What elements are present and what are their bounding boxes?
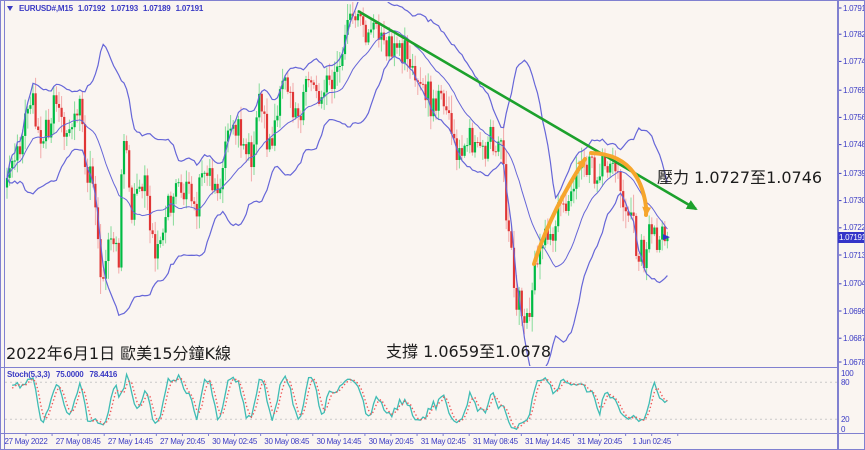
panel-separator[interactable] (1, 366, 837, 369)
current-price-marker-icon (663, 234, 670, 241)
quote-line: EURUSD#,M15 1.07192 1.07193 1.07189 1.07… (7, 4, 203, 13)
quote-high: 1.07193 (110, 4, 138, 13)
support-annotation[interactable]: 支撐 1.0659至1.0678 (386, 342, 552, 361)
quote-open: 1.07192 (77, 4, 106, 13)
candlestick-layer (5, 2, 669, 335)
date-annotation[interactable]: 2022年6月1日 歐美15分鐘K線 (6, 344, 232, 363)
symbol-period-label: EURUSD#,M15 (19, 4, 73, 13)
bollinger-bands (6, 2, 668, 366)
dropdown-triangle-icon[interactable] (7, 6, 13, 11)
resistance-annotation[interactable]: 壓力 1.0727至1.0746 (657, 168, 823, 187)
quote-low: 1.07189 (143, 4, 171, 13)
descending-trendline[interactable] (357, 9, 698, 211)
stochastic-label: Stoch(5,3,3) 75.0000 78.4416 (7, 370, 121, 379)
current-price-label: 1.07191 (838, 231, 865, 243)
rollover-arrow[interactable] (589, 151, 652, 217)
stochastic-layer (5, 372, 837, 431)
quote-close: 1.07191 (175, 4, 204, 13)
axis-separator[interactable] (837, 1, 839, 449)
stochastic-name: Stoch(5,3,3) (7, 370, 50, 379)
time-axis-separator (1, 432, 864, 434)
left-border-line (4, 1, 5, 449)
stochastic-signal-value: 78.4416 (89, 370, 118, 379)
rally-arrow[interactable] (532, 157, 587, 266)
stochastic-main-value: 75.0000 (55, 370, 84, 379)
axis-ticks (25, 7, 842, 436)
